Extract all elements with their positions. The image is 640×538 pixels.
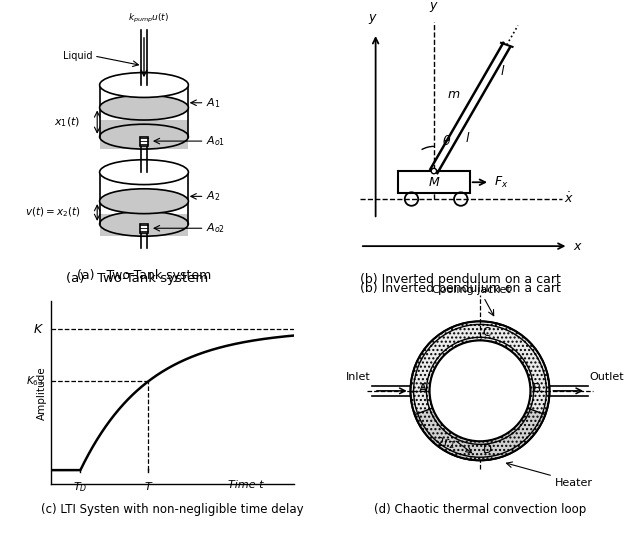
Text: $x_1(t)$: $x_1(t)$ bbox=[54, 115, 80, 129]
Text: B: B bbox=[533, 382, 541, 395]
Circle shape bbox=[431, 168, 436, 174]
Text: (b) Inverted pendulum on a cart: (b) Inverted pendulum on a cart bbox=[360, 273, 561, 286]
Ellipse shape bbox=[100, 95, 188, 120]
Wedge shape bbox=[415, 408, 545, 461]
Text: Time t: Time t bbox=[228, 480, 264, 490]
Text: A: A bbox=[419, 382, 427, 395]
Bar bbox=[100, 85, 188, 149]
Text: $T_D$: $T_D$ bbox=[73, 480, 88, 494]
Ellipse shape bbox=[100, 73, 188, 97]
Text: $M$: $M$ bbox=[428, 176, 440, 189]
Text: $A_{o1}$: $A_{o1}$ bbox=[206, 134, 225, 148]
Ellipse shape bbox=[100, 189, 188, 214]
Text: (d) Chaotic thermal convection loop: (d) Chaotic thermal convection loop bbox=[374, 503, 586, 516]
Text: $v(t) = x_2(t)$: $v(t) = x_2(t)$ bbox=[25, 206, 80, 220]
Text: $r_1$: $r_1$ bbox=[501, 354, 512, 369]
Text: $k_{pump}u(t)$: $k_{pump}u(t)$ bbox=[128, 12, 170, 25]
Text: $l$: $l$ bbox=[465, 131, 470, 145]
Ellipse shape bbox=[100, 211, 188, 236]
Text: C: C bbox=[483, 325, 491, 339]
Bar bbox=[398, 171, 470, 194]
Text: (a)   Two-Tank system: (a) Two-Tank system bbox=[67, 272, 209, 285]
Bar bbox=[100, 85, 188, 120]
Ellipse shape bbox=[100, 160, 188, 185]
Text: (c) LTI Systen with non-negligible time delay: (c) LTI Systen with non-negligible time … bbox=[42, 503, 304, 516]
Text: Liquid: Liquid bbox=[63, 51, 92, 61]
Y-axis label: Amplitude: Amplitude bbox=[37, 366, 47, 420]
Text: $T$: $T$ bbox=[144, 480, 153, 492]
Text: $y$: $y$ bbox=[369, 12, 378, 26]
Bar bbox=[100, 172, 188, 236]
Text: $2r_2$: $2r_2$ bbox=[436, 435, 454, 450]
Wedge shape bbox=[410, 321, 550, 461]
Text: $A_2$: $A_2$ bbox=[206, 189, 221, 203]
Text: $\dot{x}$: $\dot{x}$ bbox=[564, 192, 573, 207]
Ellipse shape bbox=[100, 124, 188, 149]
Bar bbox=[140, 137, 148, 146]
Text: $l$: $l$ bbox=[500, 65, 506, 79]
Text: $F_x$: $F_x$ bbox=[495, 175, 509, 190]
Text: Heater: Heater bbox=[555, 478, 593, 488]
Text: $x$: $x$ bbox=[573, 239, 582, 253]
Text: (a)   Two-Tank system: (a) Two-Tank system bbox=[77, 269, 211, 282]
Text: Inlet: Inlet bbox=[346, 372, 371, 382]
Text: Cooling jacket: Cooling jacket bbox=[432, 285, 511, 295]
Text: $A_1$: $A_1$ bbox=[206, 96, 221, 110]
Text: D: D bbox=[483, 443, 492, 456]
Text: $\theta$: $\theta$ bbox=[442, 134, 451, 148]
Bar bbox=[140, 224, 148, 232]
Circle shape bbox=[429, 341, 531, 441]
Text: Outlet: Outlet bbox=[589, 372, 624, 382]
Text: $\dot{y}$: $\dot{y}$ bbox=[429, 0, 439, 15]
Text: $m$: $m$ bbox=[447, 88, 460, 101]
Bar bbox=[100, 172, 188, 214]
Text: (b) Inverted pendulum on a cart: (b) Inverted pendulum on a cart bbox=[360, 282, 561, 295]
Text: $K$: $K$ bbox=[33, 323, 44, 336]
Text: $A_{o2}$: $A_{o2}$ bbox=[206, 221, 225, 235]
Text: $K_{63}$: $K_{63}$ bbox=[26, 374, 44, 388]
